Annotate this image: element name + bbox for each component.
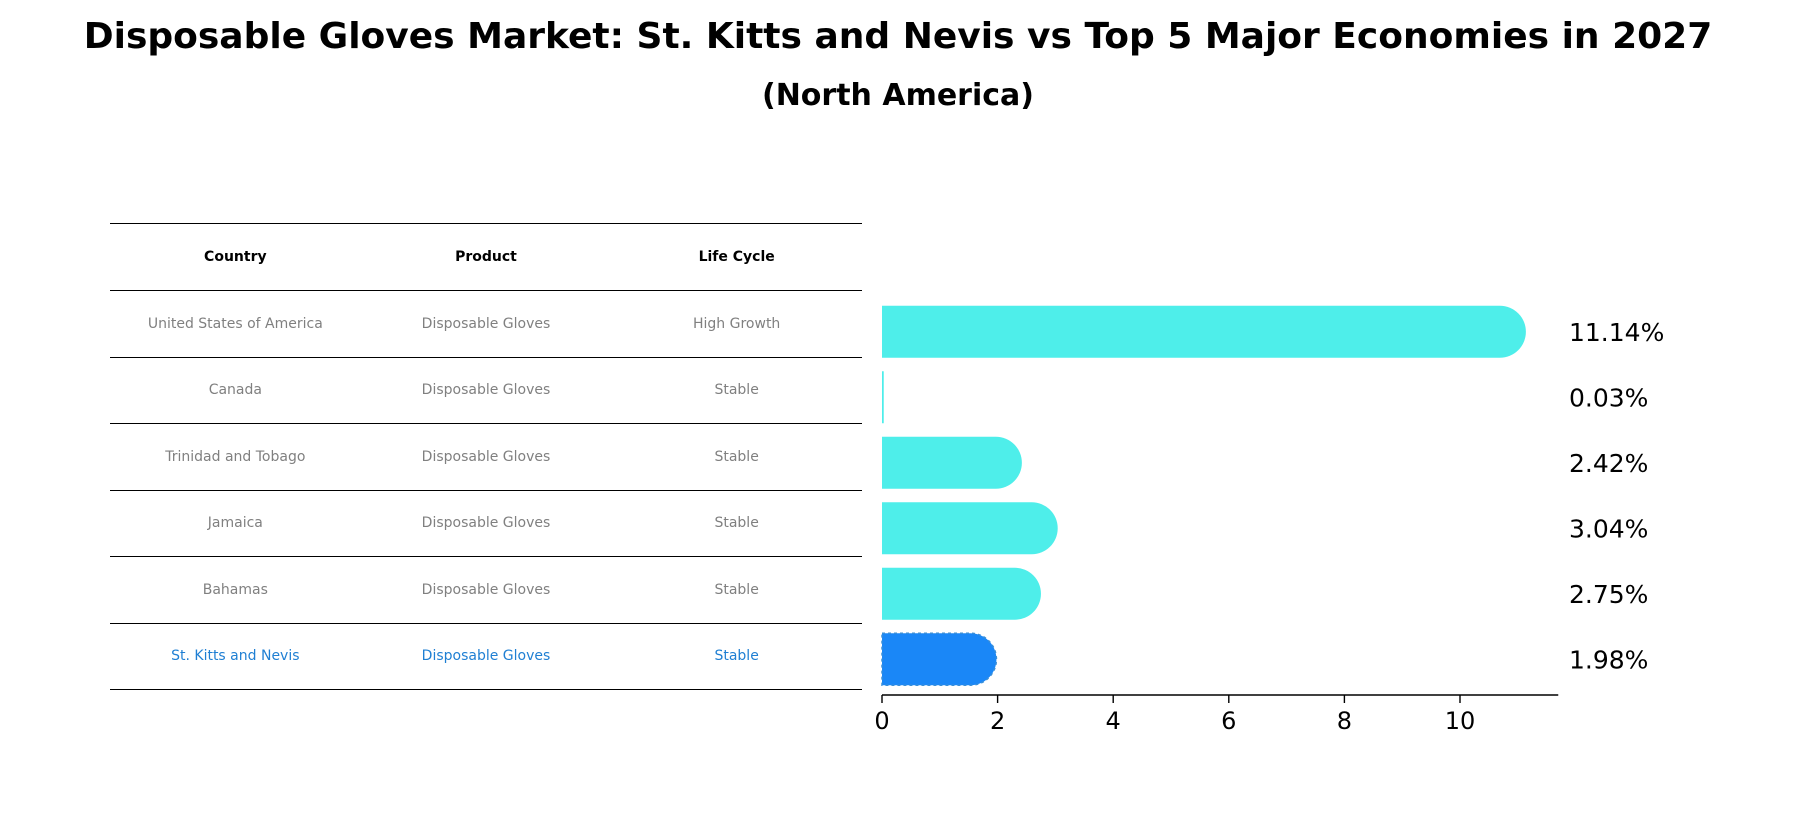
value-label: 3.04%: [1569, 514, 1648, 543]
cell-product: Disposable Gloves: [360, 356, 612, 424]
x-tick-label: 0: [874, 707, 889, 735]
cell-life-cycle: Stable: [611, 622, 862, 690]
value-label: 1.98%: [1569, 645, 1648, 674]
chart-title: Disposable Gloves Market: St. Kitts and …: [83, 16, 1713, 57]
table-row: Bahamas Disposable Gloves Stable: [110, 556, 862, 623]
value-label: 0.03%: [1569, 383, 1648, 412]
table-row: Trinidad and Tobago Disposable Gloves St…: [110, 423, 862, 490]
bar-jamaica: [882, 502, 1058, 555]
cell-country: Canada: [110, 356, 361, 424]
cell-country: Bahamas: [110, 556, 361, 623]
cell-product: Disposable Gloves: [360, 489, 612, 557]
bar-canada: [882, 371, 884, 424]
cell-country: Trinidad and Tobago: [110, 423, 361, 490]
x-tick-label: 8: [1337, 707, 1352, 735]
table-row: United States of America Disposable Glov…: [110, 290, 862, 357]
cell-life-cycle: Stable: [611, 423, 862, 490]
bar-bahamas: [882, 567, 1041, 620]
cell-country: Jamaica: [110, 489, 361, 557]
x-tick-label: 4: [1106, 707, 1121, 735]
x-tick-label: 6: [1221, 707, 1236, 735]
chart-subtitle: (North America): [761, 78, 1034, 113]
table-row: Jamaica Disposable Gloves Stable: [110, 489, 862, 557]
x-tick-label: 10: [1445, 707, 1476, 735]
bar-trinidad-and-tobago: [882, 436, 1022, 489]
column-header-life-cycle: Life Cycle: [611, 223, 862, 291]
bar-st-kitts-and-nevis: [881, 632, 998, 686]
cell-country: United States of America: [110, 290, 361, 357]
cell-life-cycle: High Growth: [611, 290, 862, 357]
cell-product: Disposable Gloves: [360, 622, 612, 690]
country-table: Country Product Life Cycle United States…: [110, 223, 862, 690]
column-header-product: Product: [360, 223, 612, 291]
x-tick-label: 2: [990, 707, 1005, 735]
cell-product: Disposable Gloves: [360, 290, 612, 357]
column-header-country: Country: [110, 223, 361, 291]
table-header-row: Country Product Life Cycle: [110, 223, 862, 291]
cell-life-cycle: Stable: [611, 356, 862, 424]
cell-life-cycle: Stable: [611, 489, 862, 557]
cell-life-cycle: Stable: [611, 556, 862, 623]
value-label: 11.14%: [1569, 318, 1664, 347]
table-row: Canada Disposable Gloves Stable: [110, 356, 862, 424]
cell-product: Disposable Gloves: [360, 423, 612, 490]
cell-product: Disposable Gloves: [360, 556, 612, 623]
value-label: 2.75%: [1569, 580, 1648, 609]
table-row-highlighted: St. Kitts and Nevis Disposable Gloves St…: [110, 622, 862, 690]
value-label: 2.42%: [1569, 449, 1648, 478]
cell-country: St. Kitts and Nevis: [110, 622, 361, 690]
bar-united-states-of-america: [882, 305, 1526, 358]
